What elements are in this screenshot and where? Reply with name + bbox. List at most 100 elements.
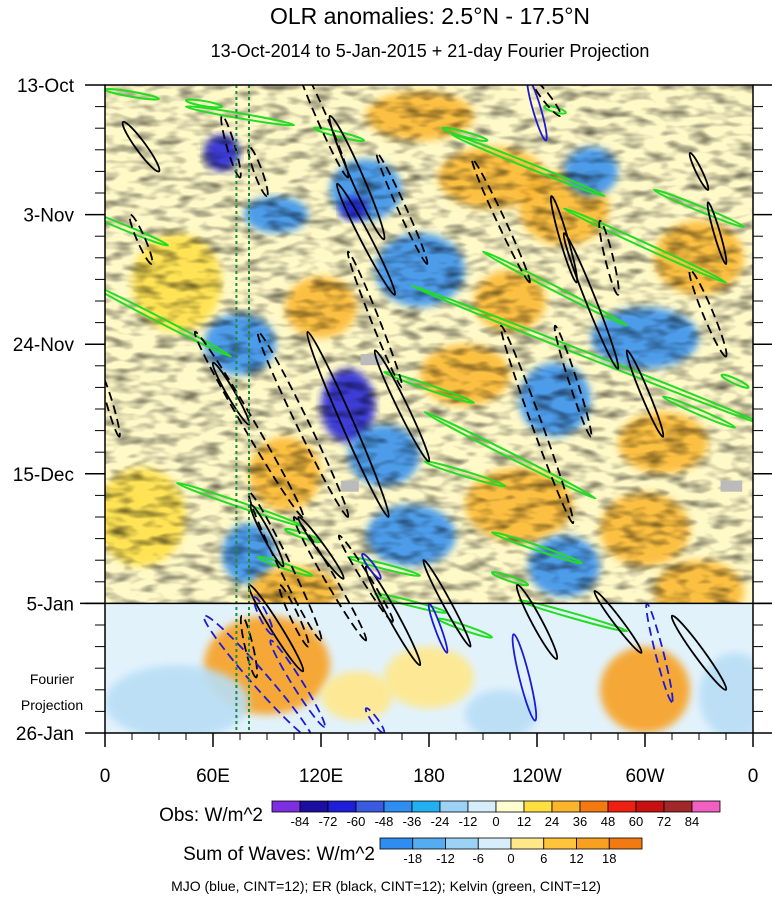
mjo-contour-0 <box>526 85 548 142</box>
forecast-blob-3 <box>465 689 537 733</box>
kelvin-contour-4 <box>441 126 489 142</box>
colorbar-swatch-4 <box>383 800 413 813</box>
obs-colorbar: Obs: W/m^2 -84 -72 -60 -48 -36 -24 -12 0 12 24 36 4… <box>159 800 721 829</box>
er-contour-22 <box>373 349 431 463</box>
er-contour-23 <box>499 324 575 525</box>
x-tick-label-1: 60E <box>196 766 230 787</box>
kelvin-contour-10 <box>481 250 629 327</box>
er-contour-15 <box>688 151 710 191</box>
waves-colorbar: Sum of Waves: W/m^2 -18 -12 -6 0 6 12 18 <box>183 837 643 866</box>
x-tick-label-4: 120W <box>512 766 562 787</box>
er-contour-18 <box>193 330 305 518</box>
colorbar-swatch-5 <box>543 837 577 850</box>
x-axis: 0 60E 120E 180 120W 60W 0 <box>100 733 759 787</box>
mjo-contours <box>202 85 674 733</box>
er-contour-14 <box>688 269 728 358</box>
er-contour-19 <box>211 361 251 426</box>
colorbar-tick-1: -12 <box>436 851 455 866</box>
colorbar-swatch-2 <box>445 837 479 850</box>
colorbar-tick-2: -6 <box>472 851 484 866</box>
kelvin-contour-20 <box>490 531 584 565</box>
x-tick-label-6: 0 <box>748 766 759 787</box>
colorbar-tick-4: 6 <box>540 851 547 866</box>
er-contour-0 <box>121 120 161 173</box>
forecast-blob-6 <box>321 671 393 721</box>
er-contour-32 <box>422 559 472 648</box>
mjo-contour-5 <box>269 639 326 728</box>
er-contour-7 <box>375 151 429 265</box>
waves-colorbar-label: Sum of Waves: W/m^2 <box>183 844 375 865</box>
er-contour-5 <box>328 114 386 241</box>
x-tick-label-5: 60W <box>625 766 664 787</box>
colorbar-tick-1: -72 <box>319 814 338 829</box>
colorbar-tick-13: 72 <box>657 814 671 829</box>
colorbar-swatch-2 <box>327 800 357 813</box>
forecast-label-line2: Projection <box>21 697 83 713</box>
er-contour-11 <box>562 232 620 370</box>
colorbar-tick-5: -24 <box>431 814 450 829</box>
er-contour-9 <box>471 158 531 284</box>
forecast-blob-5 <box>699 652 753 733</box>
green-dotted-lines <box>235 85 250 733</box>
er-contour-29 <box>297 516 345 580</box>
colorbar-tick-9: 24 <box>545 814 559 829</box>
er-contour-35 <box>670 614 728 691</box>
kelvin-contour-17 <box>423 460 507 488</box>
colorbar-swatch-12 <box>607 800 637 813</box>
kelvin-contour-1 <box>184 98 224 109</box>
er-contour-2 <box>220 114 242 179</box>
er-contour-37 <box>239 614 259 679</box>
missing-patch-1 <box>340 480 359 492</box>
forecast-label-line1: Fourier <box>30 671 75 687</box>
x-tick-label-0: 0 <box>100 766 111 787</box>
er-contour-27 <box>292 516 368 642</box>
er-contour-8 <box>346 250 404 389</box>
y-tick-label-2: 24-Nov <box>13 335 75 356</box>
colorbar-tick-6: 18 <box>602 851 616 866</box>
er-contour-31 <box>364 565 422 667</box>
plot-area <box>80 84 772 734</box>
colorbar-tick-7: 0 <box>492 814 499 829</box>
colorbar-swatch-13 <box>635 800 665 813</box>
colorbar-swatch-14 <box>663 800 693 813</box>
colorbar-swatch-0 <box>271 800 301 813</box>
colorbar-swatch-5 <box>411 800 441 813</box>
forecast-blob-1 <box>600 646 690 733</box>
kelvin-contour-16 <box>720 373 750 389</box>
colorbar-tick-6: -12 <box>459 814 478 829</box>
colorbar-tick-3: 0 <box>507 851 514 866</box>
forecast-blob-2 <box>384 646 474 709</box>
colorbar-swatch-15 <box>691 800 721 813</box>
colorbar-swatch-11 <box>579 800 609 813</box>
er-contour-25 <box>625 349 665 438</box>
mjo-contour-1 <box>361 553 382 580</box>
kelvin-contour-15 <box>423 411 597 500</box>
kelvin-contour-14 <box>661 395 737 429</box>
missing-patch-2 <box>720 480 743 492</box>
colorbar-tick-5: 12 <box>569 851 583 866</box>
colorbar-swatch-9 <box>523 800 553 813</box>
colorbar-tick-3: -48 <box>375 814 394 829</box>
er-contour-34 <box>593 590 643 654</box>
er-contour-17 <box>105 374 121 438</box>
x-tick-label-2: 120E <box>299 766 343 787</box>
mjo-contour-3 <box>511 633 538 722</box>
er-contour-30 <box>337 534 395 623</box>
colorbar-tick-0: -84 <box>291 814 310 829</box>
kelvin-contour-2 <box>184 105 296 127</box>
colorbar-tick-14: 84 <box>685 814 699 829</box>
er-contour-13 <box>598 219 620 296</box>
colorbar-tick-8: 12 <box>517 814 531 829</box>
forecast-blob-4 <box>105 665 249 733</box>
y-tick-label-4: 5-Jan <box>26 594 74 615</box>
er-contour-33 <box>515 583 559 660</box>
er-contour-12 <box>549 195 579 284</box>
kelvin-contour-3 <box>312 126 366 143</box>
colorbar-swatch-6 <box>576 837 610 850</box>
er-contour-21 <box>306 330 390 518</box>
kelvin-contour-6 <box>450 133 606 198</box>
er-contour-24 <box>553 324 593 438</box>
y-axis: 13-Oct 3-Nov 24-Nov 15-Dec 5-Jan 26-Jan <box>13 76 772 745</box>
kelvin-contour-12 <box>409 284 753 429</box>
